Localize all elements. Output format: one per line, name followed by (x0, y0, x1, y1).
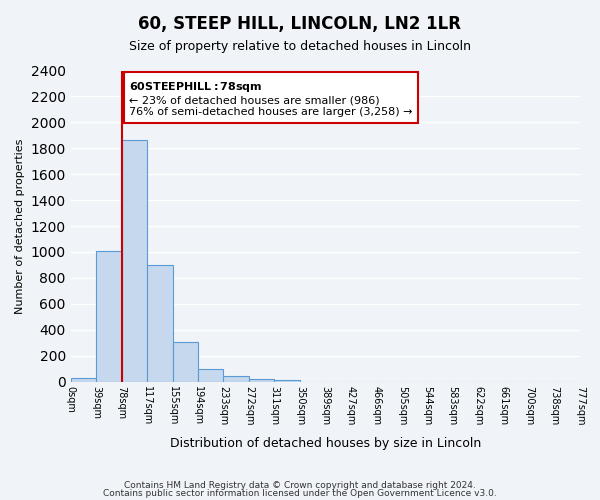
Text: Contains public sector information licensed under the Open Government Licence v3: Contains public sector information licen… (103, 488, 497, 498)
Text: 60, STEEP HILL, LINCOLN, LN2 1LR: 60, STEEP HILL, LINCOLN, LN2 1LR (139, 15, 461, 33)
Bar (71, 378, 96, 382)
Bar (274, 380, 300, 382)
Bar (198, 368, 223, 382)
Text: Size of property relative to detached houses in Lincoln: Size of property relative to detached ho… (129, 40, 471, 53)
Bar (122, 140, 147, 382)
X-axis label: Distribution of detached houses by size in Lincoln: Distribution of detached houses by size … (170, 437, 481, 450)
Bar (223, 376, 249, 382)
Bar (173, 342, 198, 382)
Y-axis label: Number of detached properties: Number of detached properties (15, 138, 25, 314)
Bar (96, 250, 122, 382)
Text: $\bf{60 STEEP HILL: 78sqm}$
← 23% of detached houses are smaller (986)
76% of se: $\bf{60 STEEP HILL: 78sqm}$ ← 23% of det… (129, 80, 413, 117)
Text: Contains HM Land Registry data © Crown copyright and database right 2024.: Contains HM Land Registry data © Crown c… (124, 481, 476, 490)
Bar (249, 379, 274, 382)
Bar (147, 265, 173, 382)
